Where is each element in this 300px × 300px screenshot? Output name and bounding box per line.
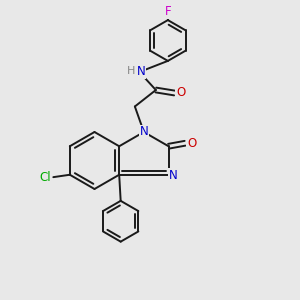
Text: H: H	[127, 66, 135, 76]
Text: O: O	[187, 137, 196, 150]
Text: Cl: Cl	[39, 171, 51, 184]
Text: F: F	[165, 5, 171, 18]
Text: N: N	[169, 169, 177, 182]
Text: O: O	[176, 86, 186, 100]
Text: N: N	[140, 125, 148, 139]
Text: N: N	[136, 65, 145, 78]
